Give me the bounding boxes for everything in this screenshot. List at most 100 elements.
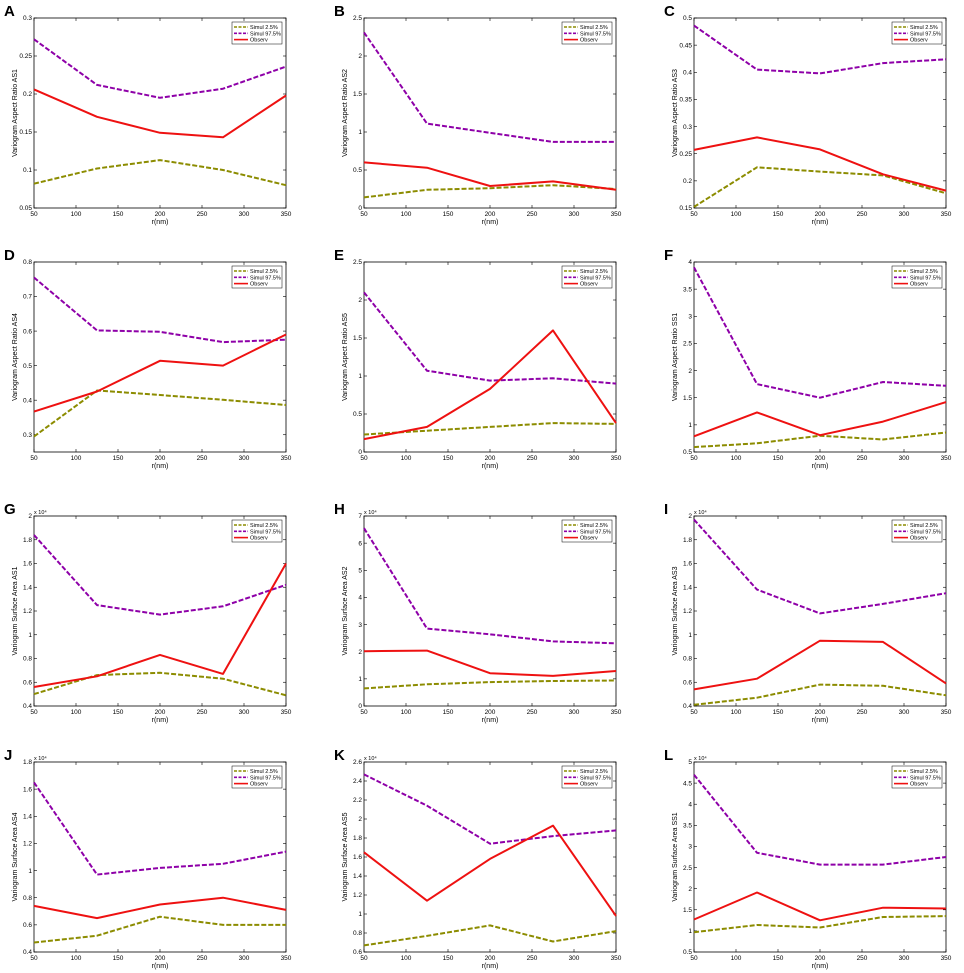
- x-tick-label: 350: [281, 211, 292, 218]
- x-tick-label: 250: [197, 709, 208, 716]
- y-tick-label: 4: [688, 801, 692, 808]
- x-tick-label: 300: [239, 955, 250, 962]
- series-line-observ: [363, 161, 617, 191]
- axes-box: [693, 261, 947, 453]
- panel-b: B 50 100 150 200 250 300 350 0 0.5 1 1.5 2 2.5 r(nm) Va…: [334, 3, 622, 226]
- x-axis-label: r(nm): [812, 463, 829, 470]
- y-tick-label: 0.6: [683, 679, 692, 686]
- x-tick-label: 50: [30, 955, 38, 962]
- legend-entry: Simul 97.5%: [250, 529, 281, 535]
- x-axis-label: r(nm): [152, 963, 169, 970]
- x-tick-label: 300: [899, 955, 910, 962]
- x-tick-label: 200: [155, 955, 166, 962]
- y-axis-label: Variogram Aspect Ratio AS5: [342, 313, 349, 401]
- y-tick-label: 0.5: [683, 15, 692, 22]
- y-axis-label: Variogram Surface Area AS5: [342, 812, 349, 901]
- y-tick-label: 3: [358, 622, 362, 629]
- axes-box: [363, 17, 617, 209]
- series-line-simul-2-5: [33, 915, 286, 944]
- y-tick-label: 0.5: [683, 449, 692, 456]
- y-tick-label: 1.8: [23, 759, 32, 766]
- y-tick-label: 0: [358, 205, 362, 212]
- x-tick-label: 150: [773, 709, 784, 716]
- x-tick-label: 350: [281, 455, 292, 462]
- series-line-simul-2-5: [33, 159, 287, 187]
- x-tick-label: 200: [815, 455, 826, 462]
- axes-box: [693, 17, 947, 209]
- legend-entry: Simul 97.5%: [910, 31, 941, 37]
- x-tick-label: 100: [401, 709, 412, 716]
- y-tick-label: 0.5: [683, 949, 692, 956]
- x-tick-label: 50: [690, 709, 698, 716]
- x-tick-label: 100: [401, 211, 412, 218]
- x-tick-label: 200: [485, 211, 496, 218]
- exponent-label: x 10⁴: [34, 755, 47, 762]
- series-line-simul-97-5: [363, 31, 616, 143]
- y-tick-label: 2.2: [353, 797, 362, 804]
- y-tick-label: 2: [358, 649, 362, 656]
- legend-entry: Simul 97.5%: [580, 775, 611, 781]
- x-tick-label: 50: [360, 709, 368, 716]
- y-tick-label: 1.5: [683, 907, 692, 914]
- panel-letter: C: [664, 3, 675, 20]
- legend-entry: Simul 97.5%: [580, 31, 611, 37]
- y-tick-label: 2: [358, 816, 362, 823]
- y-tick-label: 6: [358, 540, 362, 547]
- panel-d: D 50 100 150 200 250 300 350 0.3 0.4 0.5 0.6 0.7 0.8 r…: [4, 247, 292, 470]
- y-tick-label: 0.5: [353, 411, 362, 418]
- x-tick-label: 300: [239, 211, 250, 218]
- x-tick-label: 250: [857, 211, 868, 218]
- legend-entry: Observ: [580, 38, 598, 44]
- series-line-simul-2-5: [33, 671, 287, 697]
- x-tick-label: 100: [731, 211, 742, 218]
- legend-entry: Observ: [250, 536, 268, 542]
- axes-box: [363, 761, 617, 953]
- y-tick-label: 1.6: [23, 561, 32, 568]
- x-tick-label: 50: [30, 211, 38, 218]
- x-tick-label: 150: [773, 955, 784, 962]
- legend-entry: Simul 2.5%: [580, 523, 608, 529]
- x-tick-label: 200: [485, 455, 496, 462]
- series-line-observ: [363, 649, 617, 677]
- series-line-simul-2-5: [363, 184, 617, 199]
- y-tick-label: 1.4: [683, 584, 692, 591]
- y-tick-label: 2: [358, 53, 362, 60]
- y-tick-label: 1.6: [353, 854, 362, 861]
- axes-box: [363, 515, 617, 707]
- legend-entry: Observ: [910, 282, 928, 288]
- y-tick-label: 1.5: [353, 335, 362, 342]
- x-tick-label: 250: [857, 709, 868, 716]
- y-tick-label: 2: [688, 886, 692, 893]
- series-line-observ: [363, 824, 617, 917]
- legend-entry: Simul 2.5%: [250, 269, 278, 275]
- legend-entry: Observ: [250, 38, 268, 44]
- y-tick-label: 1: [358, 373, 362, 380]
- panel-letter: F: [664, 247, 673, 264]
- axes-box: [33, 261, 287, 453]
- y-tick-label: 0: [358, 703, 362, 710]
- series-line-observ: [33, 563, 287, 688]
- y-tick-label: 1: [688, 632, 692, 639]
- y-tick-label: 0.25: [679, 151, 692, 158]
- x-axis-label: r(nm): [482, 717, 499, 724]
- y-tick-label: 0.2: [23, 91, 32, 98]
- legend-entry: Observ: [910, 782, 928, 788]
- legend-entry: Observ: [580, 282, 598, 288]
- legend-entry: Simul 97.5%: [250, 775, 281, 781]
- y-tick-label: 0.4: [23, 703, 32, 710]
- x-tick-label: 350: [281, 709, 292, 716]
- series-line-simul-2-5: [693, 166, 947, 208]
- series-line-observ: [33, 896, 287, 920]
- panel-letter: I: [664, 501, 668, 518]
- y-axis-label: Variogram Aspect Ratio SS1: [672, 313, 679, 401]
- legend-entry: Simul 2.5%: [910, 523, 938, 529]
- y-tick-label: 1: [358, 911, 362, 918]
- legend-entry: Simul 2.5%: [250, 25, 278, 31]
- legend-entry: Simul 2.5%: [910, 269, 938, 275]
- y-tick-label: 3: [688, 844, 692, 851]
- y-tick-label: 1: [358, 129, 362, 136]
- series-line-simul-97-5: [693, 24, 947, 75]
- y-tick-label: 0.8: [683, 656, 692, 663]
- y-tick-label: 0.35: [679, 97, 692, 104]
- series-line-observ: [693, 136, 947, 192]
